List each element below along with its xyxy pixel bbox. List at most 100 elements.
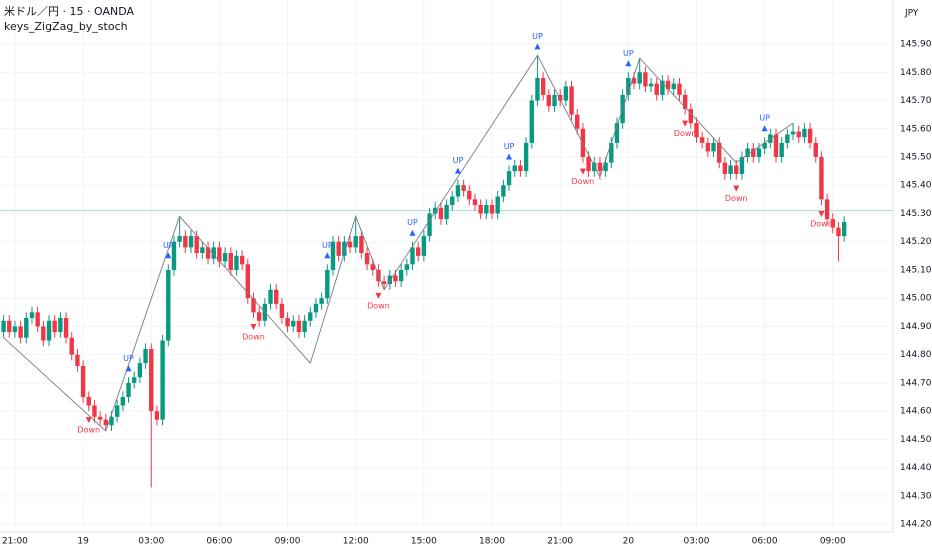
candle-body xyxy=(132,377,137,383)
candle-body xyxy=(665,80,671,90)
candle-body xyxy=(308,312,313,321)
candle-body xyxy=(154,411,160,420)
x-tick-label: 12:00 xyxy=(343,537,369,547)
candle-body xyxy=(92,405,97,417)
up-label: UP xyxy=(623,49,634,58)
candle-body xyxy=(29,312,35,318)
candle-body xyxy=(614,123,620,143)
candle-body xyxy=(183,236,188,248)
candle-body xyxy=(80,365,86,398)
candle-body xyxy=(177,236,182,242)
candle-body xyxy=(404,264,410,270)
candle-body xyxy=(796,131,801,138)
candle-body xyxy=(756,148,762,158)
candle-body xyxy=(643,72,648,87)
down-label: Down xyxy=(77,426,100,435)
candle-body xyxy=(501,185,506,197)
down-marker xyxy=(818,211,825,218)
candle-body xyxy=(415,247,421,256)
candle-body xyxy=(18,326,23,338)
candle-body xyxy=(773,134,779,158)
x-tick-label: 06:00 xyxy=(206,537,232,547)
candle-body xyxy=(245,264,250,299)
y-tick-label: 144.400 xyxy=(900,463,932,473)
candle-body xyxy=(234,255,239,270)
candle-body xyxy=(126,382,131,398)
candle-body xyxy=(699,137,705,143)
candle-body xyxy=(24,317,29,338)
candle-body xyxy=(86,397,91,406)
up-marker xyxy=(454,167,461,174)
candle-body xyxy=(217,247,222,262)
candle-body xyxy=(813,142,818,158)
currency: JPY xyxy=(904,9,919,19)
candle-body xyxy=(751,148,756,158)
candle-body xyxy=(819,157,824,200)
candle-body xyxy=(359,236,364,254)
candle-body xyxy=(239,255,245,265)
candle-body xyxy=(563,86,569,101)
x-tick-label: 15:00 xyxy=(411,537,437,547)
candle-body xyxy=(347,241,353,248)
candle-body xyxy=(529,100,534,143)
candle-body xyxy=(739,157,745,174)
candle-body xyxy=(540,77,546,95)
y-tick-label: 145.100 xyxy=(900,265,932,275)
candle-body xyxy=(353,236,358,248)
x-tick-label: 19 xyxy=(77,537,89,547)
candle-body xyxy=(143,349,148,364)
candle-body xyxy=(1,320,6,333)
candle-body xyxy=(467,190,472,200)
up-label: UP xyxy=(407,218,418,227)
candle-body xyxy=(472,199,478,206)
y-tick-label: 144.200 xyxy=(900,520,932,530)
up-marker xyxy=(761,125,768,132)
candle-body xyxy=(410,247,415,265)
x-tick-label: 20 xyxy=(623,537,635,547)
up-label: UP xyxy=(453,156,464,165)
up-label: UP xyxy=(532,32,543,41)
y-tick-label: 144.700 xyxy=(900,378,932,388)
candle-body xyxy=(427,213,432,237)
candle-body xyxy=(790,131,796,135)
candle-body xyxy=(586,157,591,172)
candle-body xyxy=(830,219,835,228)
y-tick-label: 145.500 xyxy=(900,153,932,163)
candle-body xyxy=(149,349,154,412)
down-label: Down xyxy=(674,129,697,138)
y-tick-label: 145.400 xyxy=(900,181,932,191)
candle-body xyxy=(387,275,392,285)
candle-body xyxy=(313,303,319,313)
up-marker xyxy=(324,252,331,259)
down-marker xyxy=(250,323,257,330)
candle-body xyxy=(330,241,336,270)
x-tick-label: 09:00 xyxy=(275,537,301,547)
candle-body xyxy=(546,94,552,107)
candle-body xyxy=(779,142,784,158)
down-label: Down xyxy=(810,220,833,229)
up-label: UP xyxy=(504,142,515,151)
candle-body xyxy=(535,77,540,101)
up-label: UP xyxy=(123,354,134,363)
candle-body xyxy=(762,142,767,149)
y-tick-label: 145.200 xyxy=(900,237,932,247)
candle-body xyxy=(63,317,69,338)
candle-body xyxy=(824,199,830,220)
candle-body xyxy=(569,86,574,115)
candle-body xyxy=(171,241,177,270)
candle-body xyxy=(188,236,194,248)
candle-body xyxy=(734,165,739,174)
candle-body xyxy=(557,94,563,101)
candle-body xyxy=(381,281,387,285)
candle-body xyxy=(592,162,597,172)
up-label: UP xyxy=(163,241,174,250)
up-marker xyxy=(625,60,632,67)
candle-body xyxy=(319,298,324,304)
candle-body xyxy=(393,275,398,282)
candle-body xyxy=(58,317,63,333)
candle-body xyxy=(160,340,165,420)
candle-body xyxy=(7,320,12,333)
down-label: Down xyxy=(367,301,390,310)
down-label: Down xyxy=(572,177,595,186)
